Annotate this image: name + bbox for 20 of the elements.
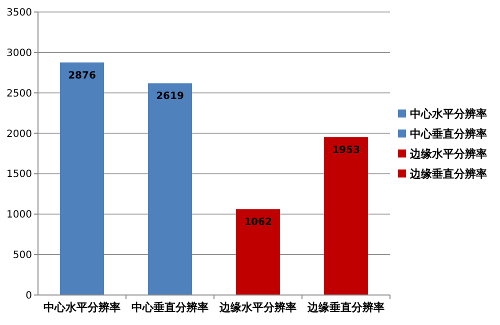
data-label: 1953 <box>332 145 360 156</box>
legend-label: 边缘垂直分辨率 <box>409 167 487 180</box>
y-tick-label: 2000 <box>6 128 32 140</box>
legend-label: 边缘水平分辨率 <box>409 147 487 160</box>
y-tick-label: 0 <box>26 290 32 302</box>
y-tick-label: 3000 <box>6 48 32 59</box>
x-tick-label: 中心水平分辨率 <box>44 301 120 314</box>
legend-label: 中心垂直分辨率 <box>410 127 487 140</box>
y-tick-label: 2500 <box>6 88 32 100</box>
y-tick-label: 500 <box>12 250 32 262</box>
y-tick-label: 1000 <box>6 210 32 221</box>
x-tick-label: 边缘垂直分辨率 <box>306 301 384 314</box>
x-tick-label: 边缘水平分辨率 <box>218 301 296 314</box>
y-tick-label: 1500 <box>6 169 32 180</box>
y-tick-label: 3500 <box>6 8 32 18</box>
x-tick-label: 中心垂直分辨率 <box>132 301 208 314</box>
data-label: 2876 <box>68 70 96 82</box>
data-label: 2619 <box>156 91 184 102</box>
legend-label: 中心水平分辨率 <box>410 107 487 120</box>
data-label: 1062 <box>244 217 272 228</box>
